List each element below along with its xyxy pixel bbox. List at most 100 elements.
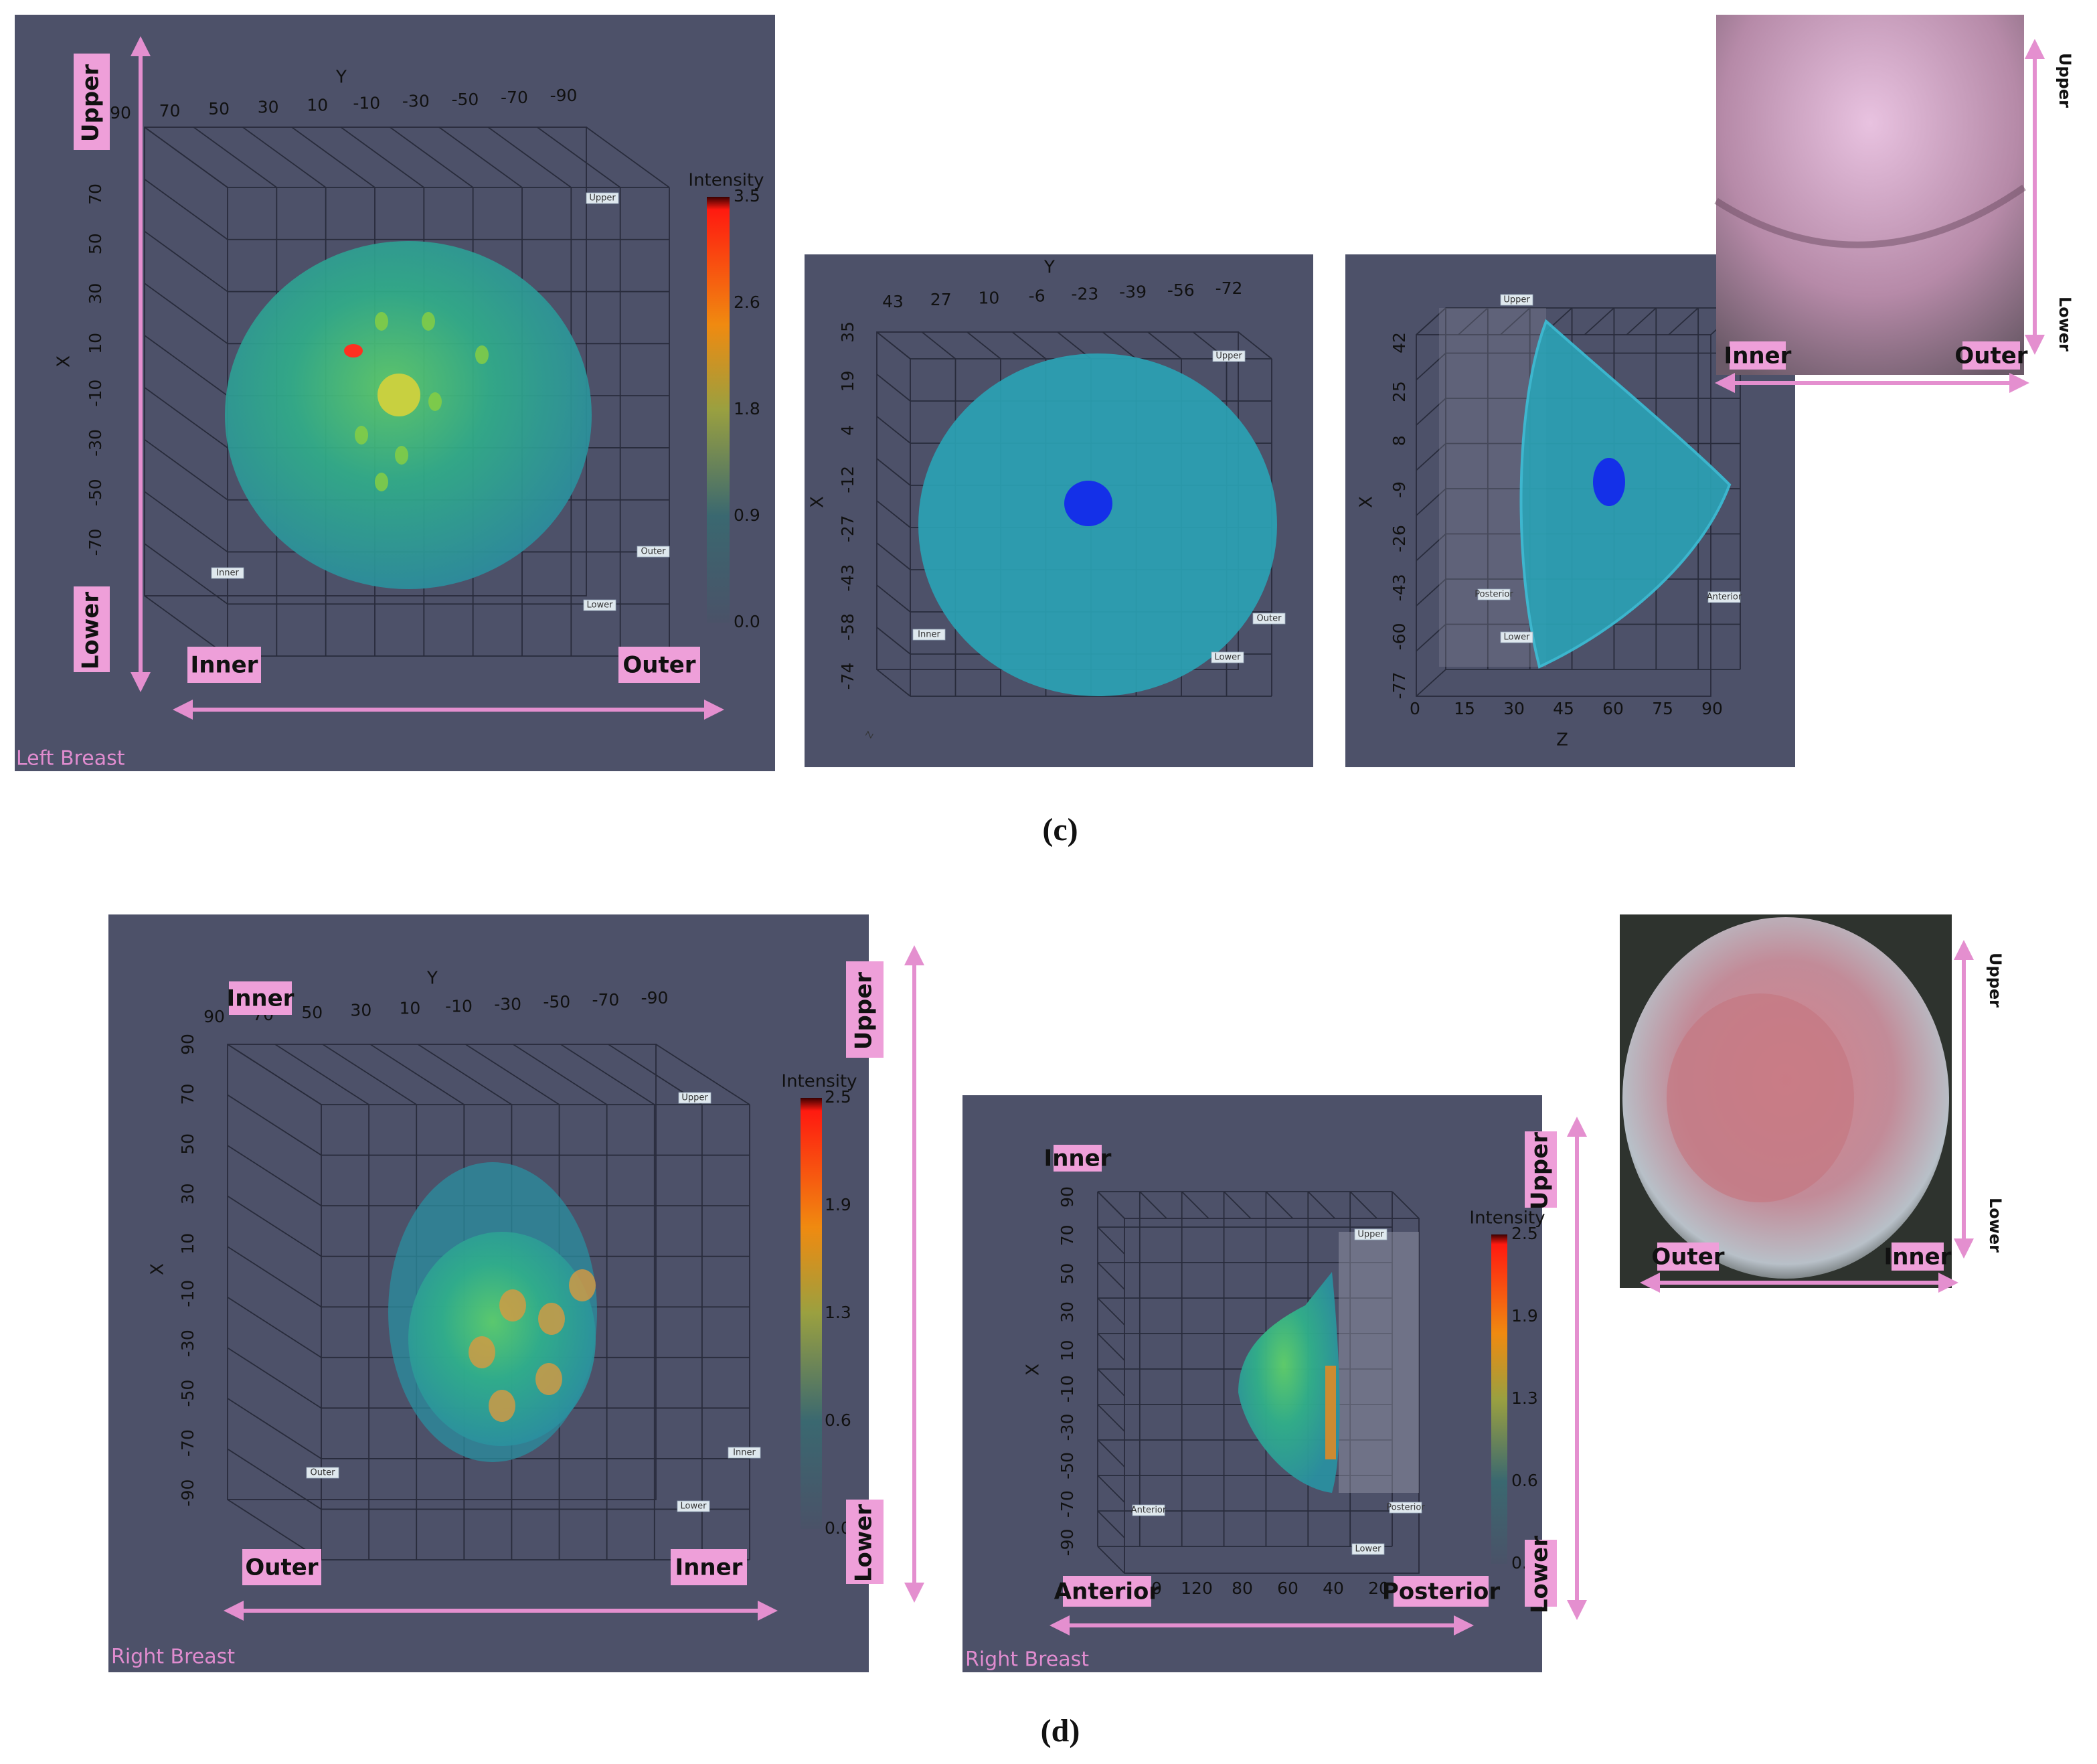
volume	[1238, 1272, 1340, 1493]
label: 0.0	[734, 612, 760, 631]
label: -9	[1390, 481, 1409, 498]
label: 90	[110, 103, 131, 123]
grid-line	[1416, 307, 1446, 335]
grid-line	[1416, 669, 1446, 697]
label-box	[1054, 1145, 1102, 1172]
label: Upper	[1986, 953, 2005, 1008]
grid-line	[227, 1094, 322, 1156]
marker-box	[586, 192, 619, 204]
grid-line	[438, 127, 523, 188]
grid-line	[227, 1145, 322, 1206]
grid-line	[1102, 331, 1137, 359]
grid-line	[227, 1347, 322, 1409]
photo-nipple	[1667, 993, 1854, 1202]
label-box	[618, 647, 700, 683]
hotspot	[569, 1269, 596, 1301]
label: -60	[1390, 623, 1409, 650]
colorbar	[707, 197, 730, 623]
label-box	[229, 981, 292, 1015]
label: -30	[86, 429, 105, 457]
label: Lower	[1527, 1536, 1554, 1613]
label-box	[1730, 341, 1786, 370]
marker-box	[1252, 613, 1286, 625]
label: 0.6	[825, 1411, 851, 1430]
grid-line	[1223, 1191, 1252, 1219]
label: 50	[301, 1003, 323, 1022]
grid-line	[1097, 1262, 1125, 1290]
grid-line	[369, 1044, 465, 1105]
hotspot	[1325, 1366, 1336, 1459]
label: Upper	[2056, 53, 2074, 108]
label: 10	[86, 333, 105, 354]
grid-line	[876, 458, 911, 486]
colorbar	[1491, 1234, 1507, 1564]
grid-line	[1097, 1546, 1125, 1574]
marker-box	[1707, 591, 1741, 603]
grid-line	[1416, 488, 1446, 516]
label: Intensity	[688, 171, 764, 191]
label: 70	[1058, 1224, 1077, 1246]
marker-box	[728, 1447, 761, 1459]
grid-line	[1416, 578, 1446, 607]
label: 45	[1553, 699, 1574, 718]
label: Inner	[191, 652, 258, 679]
label: -77	[1390, 672, 1409, 700]
label: Right Breast	[111, 1646, 235, 1669]
grid-line	[1097, 1475, 1125, 1503]
label: 70	[178, 1084, 197, 1105]
label: 15	[1454, 699, 1475, 718]
label: -56	[1167, 280, 1195, 300]
grid-line	[227, 1246, 322, 1307]
label: 1.3	[1511, 1388, 1538, 1408]
hotspot	[489, 1390, 515, 1422]
label: -10	[1058, 1375, 1077, 1402]
marker-box	[1212, 350, 1246, 362]
label-box	[1394, 1576, 1489, 1607]
hotspot	[378, 374, 420, 416]
label-box	[846, 961, 884, 1058]
label: Outer	[1257, 614, 1282, 624]
grid-line	[227, 1398, 322, 1459]
label: Inner	[1724, 343, 1792, 370]
label: 42	[1390, 332, 1409, 353]
grid-line	[1097, 1404, 1125, 1432]
label: X	[808, 496, 828, 508]
label-box	[74, 586, 110, 672]
grid-line	[1392, 1191, 1420, 1219]
grid-line	[242, 127, 327, 188]
grid-line	[144, 387, 228, 449]
label: -50	[1058, 1452, 1077, 1479]
grid-line	[227, 1044, 322, 1105]
grid-line	[193, 127, 277, 188]
label: -50	[543, 992, 570, 1012]
grid-line	[1416, 443, 1446, 471]
label: Outer	[622, 652, 695, 679]
label: Lower	[1355, 1544, 1382, 1554]
label: Left Breast	[16, 747, 125, 771]
label: 90	[1701, 699, 1723, 718]
lesion	[1064, 481, 1112, 526]
label: X	[1023, 1364, 1043, 1376]
label: Lower	[2056, 297, 2074, 351]
label: 90	[1058, 1186, 1077, 1208]
label: -50	[86, 479, 105, 506]
label: 30	[1058, 1301, 1077, 1323]
marker-box	[1211, 651, 1244, 663]
label: 50	[86, 233, 105, 254]
label: Outer	[1651, 1244, 1724, 1271]
label: -50	[451, 90, 479, 109]
label: 2.6	[734, 293, 760, 312]
grid-line	[1416, 398, 1446, 426]
grid-line	[1307, 1191, 1335, 1219]
marker-box	[211, 567, 244, 579]
label: 0.6	[1511, 1471, 1538, 1490]
label: 1.9	[825, 1195, 851, 1214]
label-box	[1962, 341, 2020, 370]
marker-box	[678, 1092, 711, 1104]
grid-line	[144, 491, 228, 553]
label: 30	[178, 1183, 197, 1204]
grid-line	[876, 669, 911, 697]
label: Inner	[227, 985, 295, 1012]
label: -30	[402, 92, 430, 111]
